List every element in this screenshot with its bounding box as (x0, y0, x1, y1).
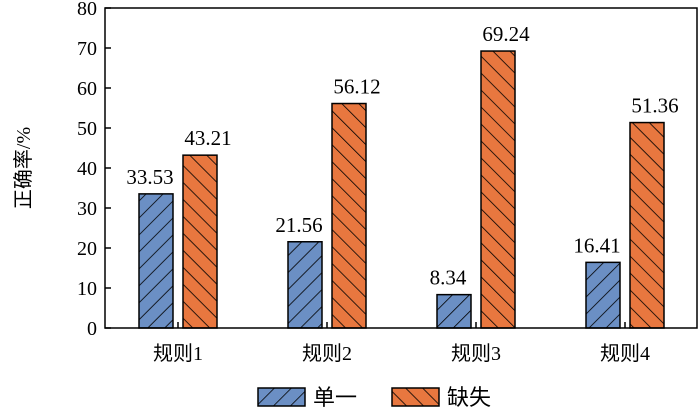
legend-swatch-hatch (257, 387, 306, 407)
bar-hatch (331, 102, 367, 329)
y-axis-label: 正确率/% (12, 127, 35, 209)
y-tick-label: 80 (77, 0, 97, 20)
bar-hatch (436, 293, 472, 329)
data-label: 21.56 (275, 213, 322, 237)
bar-hatch (629, 121, 665, 329)
x-tick-label: 规则1 (153, 342, 203, 365)
legend-label: 单一 (313, 385, 357, 410)
bar-hatch (287, 241, 323, 329)
y-tick-label: 40 (77, 158, 97, 180)
axes-layer: 0 10 20 30 40 50 60 70 80 规则1 规则2 规则3 规则4 (77, 0, 698, 365)
bar-hatch (182, 154, 218, 329)
x-tick-label: 规则3 (451, 342, 501, 365)
data-label: 43.21 (184, 126, 231, 150)
y-tick-label: 10 (77, 278, 97, 300)
bar-hatch (585, 261, 621, 329)
data-label: 51.36 (631, 94, 678, 118)
bar-hatch (138, 193, 174, 329)
legend-swatch-hatch (391, 387, 440, 407)
bars-layer: 33.53 43.21 21.56 56.12 8.34 69.24 16.41 51.36 (126, 22, 679, 329)
data-label: 8.34 (430, 266, 467, 290)
bar-hatch (480, 50, 516, 329)
data-label: 33.53 (126, 165, 173, 189)
y-tick-label: 20 (77, 238, 97, 260)
legend: 单一 缺失 (257, 385, 491, 410)
x-tick-label: 规则4 (600, 342, 650, 365)
legend-label: 缺失 (447, 385, 491, 410)
data-label: 16.41 (573, 233, 620, 257)
data-label: 69.24 (482, 22, 530, 46)
y-tick-label: 50 (77, 118, 97, 140)
y-tick-label: 0 (87, 318, 97, 340)
data-label: 56.12 (333, 75, 380, 99)
y-tick-label: 70 (77, 38, 97, 60)
y-tick-label: 60 (77, 78, 97, 100)
x-tick-label: 规则2 (302, 342, 352, 365)
y-tick-label: 30 (77, 198, 97, 220)
